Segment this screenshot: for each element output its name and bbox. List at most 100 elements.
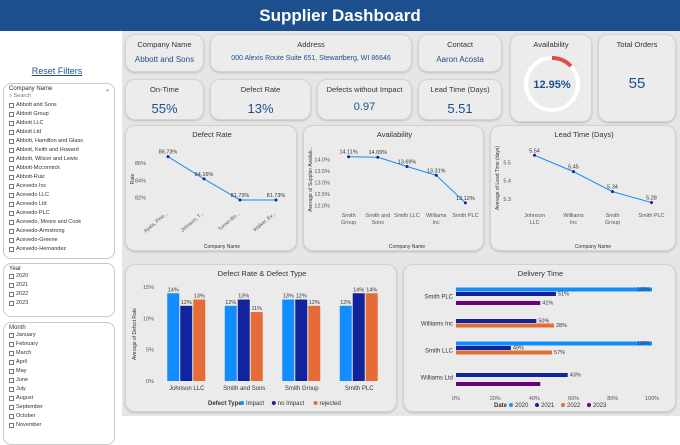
checkbox[interactable] bbox=[9, 333, 14, 338]
slicer-option-label: Acevedo LLC bbox=[16, 192, 50, 198]
checkbox[interactable] bbox=[9, 351, 14, 356]
checkbox[interactable] bbox=[9, 184, 14, 189]
slicer-option[interactable]: May bbox=[4, 367, 114, 376]
legend-marker bbox=[535, 403, 539, 407]
checkbox[interactable] bbox=[9, 301, 14, 306]
slicer-option[interactable]: October bbox=[4, 412, 114, 421]
slicer-option-label: Acevedo Ltd bbox=[16, 201, 47, 207]
bar bbox=[295, 299, 308, 381]
checkbox[interactable] bbox=[9, 229, 14, 234]
slicer-option[interactable]: Abbott Group bbox=[4, 110, 114, 119]
legend-label: 2023 bbox=[593, 403, 607, 409]
slicer-option[interactable]: 2022 bbox=[4, 290, 114, 299]
slicer-option[interactable]: April bbox=[4, 358, 114, 367]
slicer-option-label: November bbox=[16, 422, 42, 428]
slicer-option[interactable]: 2020 bbox=[4, 272, 114, 281]
slicer-option[interactable]: Acevedo Inc bbox=[4, 182, 114, 191]
data-label: 49% bbox=[513, 346, 524, 352]
slicer-option[interactable]: Abbott LLC bbox=[4, 119, 114, 128]
slicer-option[interactable]: Acevedo LLC bbox=[4, 191, 114, 200]
data-label: 14.09% bbox=[368, 150, 387, 156]
checkbox[interactable] bbox=[9, 342, 14, 347]
checkbox[interactable] bbox=[9, 157, 14, 162]
slicer-option[interactable]: Abbott, Wilson and Lewis bbox=[4, 155, 114, 164]
slicer-option[interactable]: Acevedo Ltd bbox=[4, 200, 114, 209]
checkbox[interactable] bbox=[9, 130, 14, 135]
series-line bbox=[534, 154, 652, 204]
slicer-option[interactable]: August bbox=[4, 394, 114, 403]
slicer-option[interactable]: Abbott, Hamilton and Glass bbox=[4, 137, 114, 146]
slicer-option[interactable]: Abbott, Keith and Howard bbox=[4, 146, 114, 155]
slicer-option[interactable]: Abbott-Ruiz bbox=[4, 173, 114, 182]
slicer-option[interactable]: March bbox=[4, 349, 114, 358]
y-tick-label: 15% bbox=[143, 285, 154, 291]
slicer-option[interactable]: June bbox=[4, 376, 114, 385]
month-slicer: Month January February March April May June Ju… bbox=[3, 322, 115, 445]
slicer-option[interactable]: November bbox=[4, 421, 114, 430]
y-tick-label: Williams Ltd bbox=[421, 376, 453, 382]
y-axis-label: Average of Lead Time (days) bbox=[495, 146, 501, 210]
slicer-option-label: May bbox=[16, 368, 27, 374]
checkbox[interactable] bbox=[9, 360, 14, 365]
checkbox[interactable] bbox=[9, 112, 14, 117]
checkbox[interactable] bbox=[9, 247, 14, 252]
checkbox[interactable] bbox=[9, 414, 14, 419]
slicer-option[interactable]: Acevedo-Greene bbox=[4, 236, 114, 245]
slicer-title: Company Name bbox=[9, 86, 53, 92]
bar bbox=[237, 299, 250, 381]
slicer-option[interactable]: 2023 bbox=[4, 299, 114, 308]
x-tick-label: Smith bbox=[605, 213, 619, 219]
slicer-option[interactable]: Acevedo-Hernandez bbox=[4, 245, 114, 254]
checkbox[interactable] bbox=[9, 148, 14, 153]
checkbox[interactable] bbox=[9, 166, 14, 171]
y-tick-label: 5.3 bbox=[503, 197, 511, 203]
reset-filters-button[interactable]: Reset Filters bbox=[31, 66, 83, 76]
checkbox[interactable] bbox=[9, 139, 14, 144]
slicer-option[interactable]: Abbott Ltd bbox=[4, 128, 114, 137]
series-line bbox=[167, 156, 276, 201]
checkbox[interactable] bbox=[9, 274, 14, 279]
checkbox[interactable] bbox=[9, 292, 14, 297]
slicer-option[interactable]: September bbox=[4, 403, 114, 412]
data-label: 13% bbox=[194, 294, 205, 300]
slicer-option[interactable]: Abbott and Sons bbox=[4, 101, 114, 110]
checkbox[interactable] bbox=[9, 378, 14, 383]
lead-time-card: Lead Time (Days) 5.51 bbox=[418, 79, 502, 120]
card-value: 55 bbox=[628, 75, 646, 92]
checkbox[interactable] bbox=[9, 405, 14, 410]
slicer-option[interactable]: January bbox=[4, 331, 114, 340]
card-value: 55% bbox=[151, 101, 178, 116]
checkbox[interactable] bbox=[9, 121, 14, 126]
checkbox[interactable] bbox=[9, 103, 14, 108]
checkbox[interactable] bbox=[9, 175, 14, 180]
x-tick-label: Smith bbox=[342, 213, 356, 219]
bar bbox=[308, 305, 321, 381]
slicer-option[interactable]: Acevedo PLC bbox=[4, 209, 114, 218]
checkbox[interactable] bbox=[9, 423, 14, 428]
slicer-option[interactable]: July bbox=[4, 385, 114, 394]
data-label: 14.11% bbox=[339, 150, 357, 156]
checkbox[interactable] bbox=[9, 193, 14, 198]
legend-label: rejected bbox=[320, 401, 341, 407]
slicer-option[interactable]: Abbott-Mccormick bbox=[4, 164, 114, 173]
slicer-option[interactable]: Acevedo-Armstrong bbox=[4, 227, 114, 236]
checkbox[interactable] bbox=[9, 396, 14, 401]
slicer-search[interactable]: ⌕ Search bbox=[4, 93, 114, 101]
legend-title: Date bbox=[494, 403, 508, 409]
checkbox[interactable] bbox=[9, 211, 14, 216]
checkbox[interactable] bbox=[9, 220, 14, 225]
checkbox[interactable] bbox=[9, 238, 14, 243]
checkbox[interactable] bbox=[9, 369, 14, 374]
checkbox[interactable] bbox=[9, 387, 14, 392]
slicer-option[interactable]: Acevedo, Moore and Cook bbox=[4, 218, 114, 227]
delivery-time-chart: Delivery Time 0% 20% 40% 60% 80% 100% Smith PLC… bbox=[421, 269, 659, 409]
x-tick-label: 60% bbox=[568, 396, 579, 402]
data-point bbox=[166, 155, 170, 159]
checkbox[interactable] bbox=[9, 283, 14, 288]
chevron-down-icon[interactable]: ⌄ bbox=[104, 87, 110, 93]
checkbox[interactable] bbox=[9, 202, 14, 207]
slicer-option-label: March bbox=[16, 350, 32, 356]
slicer-option[interactable]: 2021 bbox=[4, 281, 114, 290]
slicer-option[interactable]: February bbox=[4, 340, 114, 349]
card-label: Defect Rate bbox=[240, 85, 281, 94]
